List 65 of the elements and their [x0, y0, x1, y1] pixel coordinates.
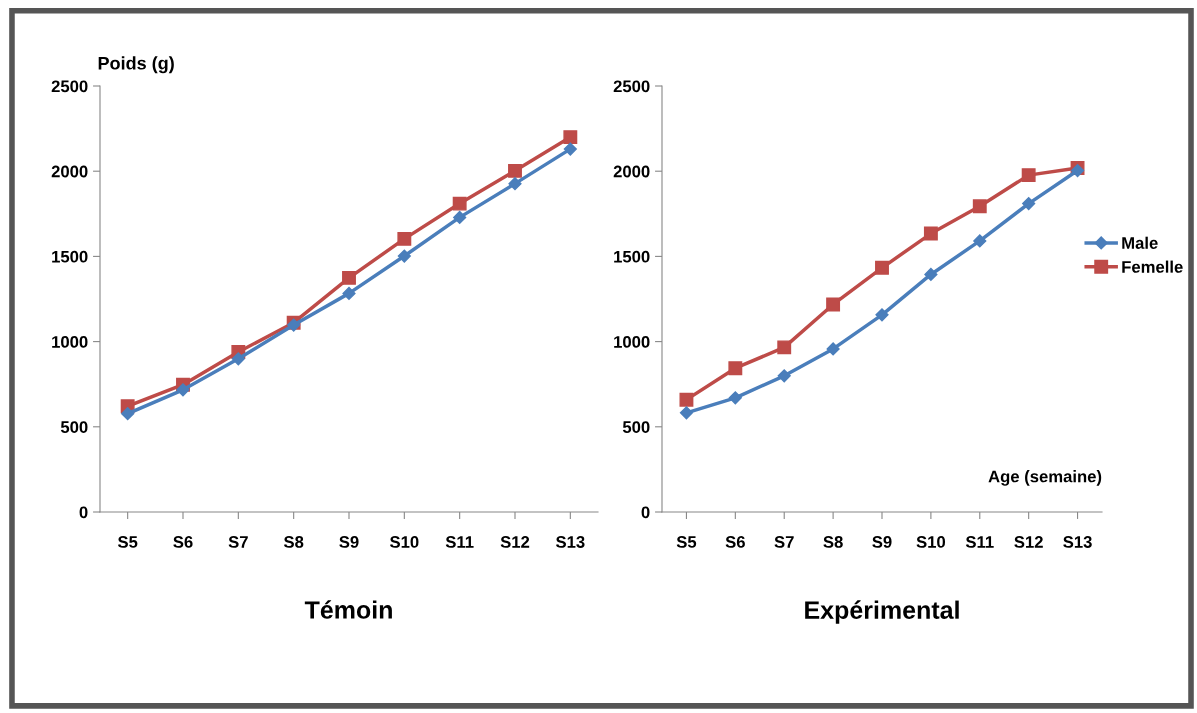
- x-tick-label: S13: [1063, 536, 1092, 548]
- point: [728, 361, 743, 376]
- point: [176, 383, 190, 397]
- text: Témoin: [304, 600, 392, 619]
- point: [1021, 168, 1036, 183]
- point: [563, 130, 578, 145]
- point: [679, 406, 694, 420]
- x-tick-label: S10: [916, 536, 946, 548]
- point: [397, 231, 412, 246]
- x-tick-label: S12: [1014, 536, 1043, 548]
- point: [342, 286, 356, 300]
- x-tick-label: S11: [445, 536, 474, 548]
- x-tick-label: S5: [676, 536, 697, 548]
- text: Expérimental: [805, 600, 959, 624]
- x-tick-label: S9: [872, 536, 892, 548]
- y-tick-label: 0: [641, 506, 650, 519]
- point: [342, 270, 356, 285]
- y-tick-label: 2000: [51, 165, 88, 178]
- y-axis-title: Poids (g): [98, 56, 174, 74]
- point: [777, 369, 791, 383]
- point: [924, 267, 938, 282]
- x-axis-title: Age (semaine): [988, 470, 1102, 486]
- y-tick-label: 1500: [614, 250, 650, 263]
- point: [972, 199, 987, 214]
- point: [453, 210, 467, 224]
- x-tick-label: S9: [339, 536, 359, 548]
- y-tick-label: 2500: [51, 80, 88, 93]
- x-tick-label: S8: [823, 536, 843, 548]
- point: [777, 340, 792, 355]
- y-tick-label: 0: [79, 506, 88, 519]
- point: [728, 391, 742, 405]
- x-tick-label: S5: [117, 536, 138, 548]
- point: [679, 392, 694, 407]
- point: [826, 297, 841, 312]
- y-tick-label: 2000: [613, 165, 650, 178]
- point: [508, 163, 522, 178]
- point: [508, 177, 522, 191]
- x-tick-label: S10: [389, 536, 419, 548]
- y-tick-label: 1000: [52, 336, 88, 348]
- legend-label: Femelle: [1122, 260, 1183, 273]
- x-tick-label: S13: [555, 536, 585, 548]
- point: [397, 249, 411, 263]
- y-tick-label: 500: [60, 421, 88, 433]
- y-tick-label: 500: [622, 421, 650, 433]
- point: [875, 308, 889, 322]
- legend-label: Male: [1122, 236, 1158, 249]
- x-tick-label: S6: [725, 536, 745, 548]
- y-tick-label: 2500: [613, 80, 650, 93]
- point: [923, 226, 938, 241]
- point: [875, 260, 889, 275]
- x-tick-label: S12: [500, 536, 530, 548]
- point: [563, 142, 577, 156]
- point: [231, 352, 245, 366]
- y-tick-label: 1000: [614, 336, 650, 348]
- x-tick-label: S7: [228, 536, 248, 548]
- x-tick-label: S6: [173, 536, 193, 548]
- x-tick-label: S11: [965, 536, 994, 548]
- point: [973, 234, 987, 248]
- point: [452, 196, 467, 211]
- point: [1022, 196, 1036, 211]
- point: [121, 407, 135, 421]
- point: [826, 342, 840, 356]
- y-tick-label: 1500: [52, 250, 88, 263]
- x-tick-label: S8: [283, 536, 304, 548]
- x-tick-label: S7: [774, 536, 794, 548]
